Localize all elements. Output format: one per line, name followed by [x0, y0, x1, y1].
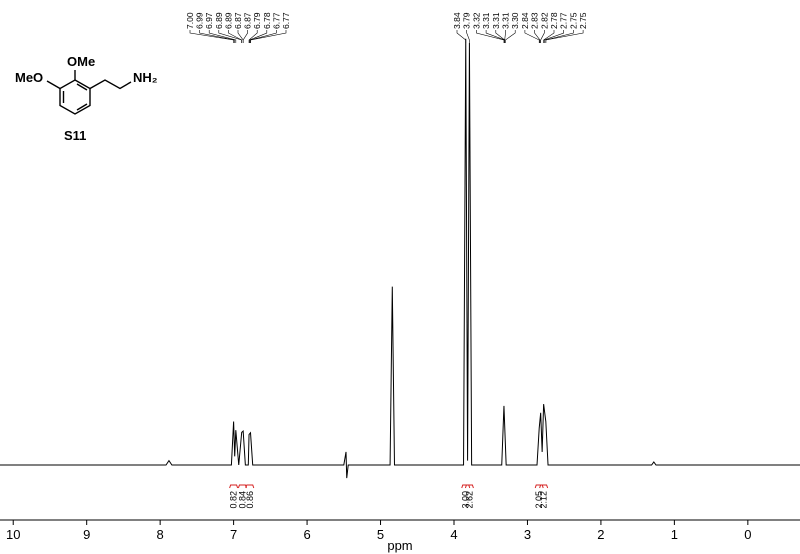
peak-connector: [504, 30, 506, 43]
peak-label: 3.31: [481, 12, 491, 29]
peak-connector: [199, 30, 235, 43]
peak-label: 3.32: [471, 12, 481, 29]
spectrum: [0, 38, 800, 479]
peak-label: 3.31: [501, 12, 511, 29]
peak-label: 3.79: [462, 12, 472, 29]
peak-connector: [250, 30, 277, 43]
peak-label: 6.79: [252, 12, 262, 29]
peak-label: 6.97: [204, 12, 214, 29]
peak-label: 2.82: [539, 12, 549, 29]
peak-label: 2.83: [530, 12, 540, 29]
structure: [46, 70, 132, 115]
integral-label: 0.84: [237, 491, 247, 509]
peak-label: 2.75: [578, 12, 588, 29]
peak-label: 2.84: [520, 12, 530, 29]
peak-connector: [250, 30, 287, 43]
peak-connector: [524, 30, 540, 43]
integral-bracket: [534, 484, 544, 489]
integral-bracket: [464, 484, 474, 489]
x-tick-label: 0: [744, 527, 751, 542]
integral-bracket: [229, 484, 239, 489]
structure-label: OMe: [67, 54, 95, 69]
peak-connector: [237, 30, 244, 43]
x-tick-label: 2: [597, 527, 604, 542]
bond: [89, 79, 132, 90]
peak-connector: [248, 30, 258, 43]
x-tick-label: 3: [524, 527, 531, 542]
peak-label: 6.89: [223, 12, 233, 29]
integral-bracket: [245, 484, 255, 489]
integral-label: 2.05: [534, 491, 544, 509]
peak-connector: [466, 30, 470, 43]
peak-connector: [545, 30, 584, 43]
x-tick-label: 4: [450, 527, 457, 542]
peak-label: 2.75: [568, 12, 578, 29]
integral-label: 0.86: [245, 491, 255, 509]
integral-bracket: [237, 484, 247, 489]
structure-label: MeO: [15, 70, 43, 85]
peak-label: 6.78: [262, 12, 272, 29]
integral-bracket: [539, 484, 549, 489]
peak-label: 2.77: [559, 12, 569, 29]
compound-label: S11: [64, 128, 86, 143]
x-tick-label: 10: [6, 527, 20, 542]
benzene-ring: [59, 79, 91, 115]
peak-connector: [456, 30, 467, 43]
integral-label: 0.82: [229, 491, 239, 509]
structure-label: NH₂: [133, 70, 158, 85]
x-tick-label: 9: [83, 527, 90, 542]
peak-label: 3.31: [491, 12, 501, 29]
peak-connector: [485, 30, 505, 43]
integral-label: 2.12: [539, 491, 549, 509]
peak-label: 6.77: [281, 12, 291, 29]
x-tick-label: 8: [157, 527, 164, 542]
peak-connector: [534, 30, 541, 43]
peak-connector: [476, 30, 505, 43]
peak-connector: [495, 30, 505, 43]
peak-connector: [249, 30, 268, 43]
peak-label: 6.89: [214, 12, 224, 29]
peak-connector: [543, 30, 555, 43]
x-tick-label: 5: [377, 527, 384, 542]
peak-label: 6.87: [243, 12, 253, 29]
peak-label: 6.77: [271, 12, 281, 29]
peak-connector: [208, 30, 237, 43]
x-tick-label: 7: [230, 527, 237, 542]
peak-connector: [189, 30, 234, 43]
bond: [46, 80, 61, 90]
integral-label: 2.62: [464, 491, 474, 509]
peak-label: 7.00: [185, 12, 195, 29]
peak-connector: [242, 30, 248, 43]
peak-connector: [540, 30, 545, 43]
x-tick-label: 6: [303, 527, 310, 542]
bond: [76, 83, 88, 91]
peak-label: 3.84: [452, 12, 462, 29]
peak-label: 6.87: [233, 12, 243, 29]
peak-connector: [544, 30, 565, 43]
peak-label: 6.99: [195, 12, 205, 29]
peak-connector: [545, 30, 574, 43]
integral-bracket: [461, 484, 471, 489]
peak-label: 3.30: [510, 12, 520, 29]
x-axis-label: ppm: [387, 538, 412, 553]
bond: [76, 103, 88, 111]
peak-connector: [505, 30, 516, 43]
integral-label: 3.00: [461, 491, 471, 509]
x-tick-label: 1: [671, 527, 678, 542]
peak-label: 2.78: [549, 12, 559, 29]
peak-connector: [228, 30, 242, 43]
